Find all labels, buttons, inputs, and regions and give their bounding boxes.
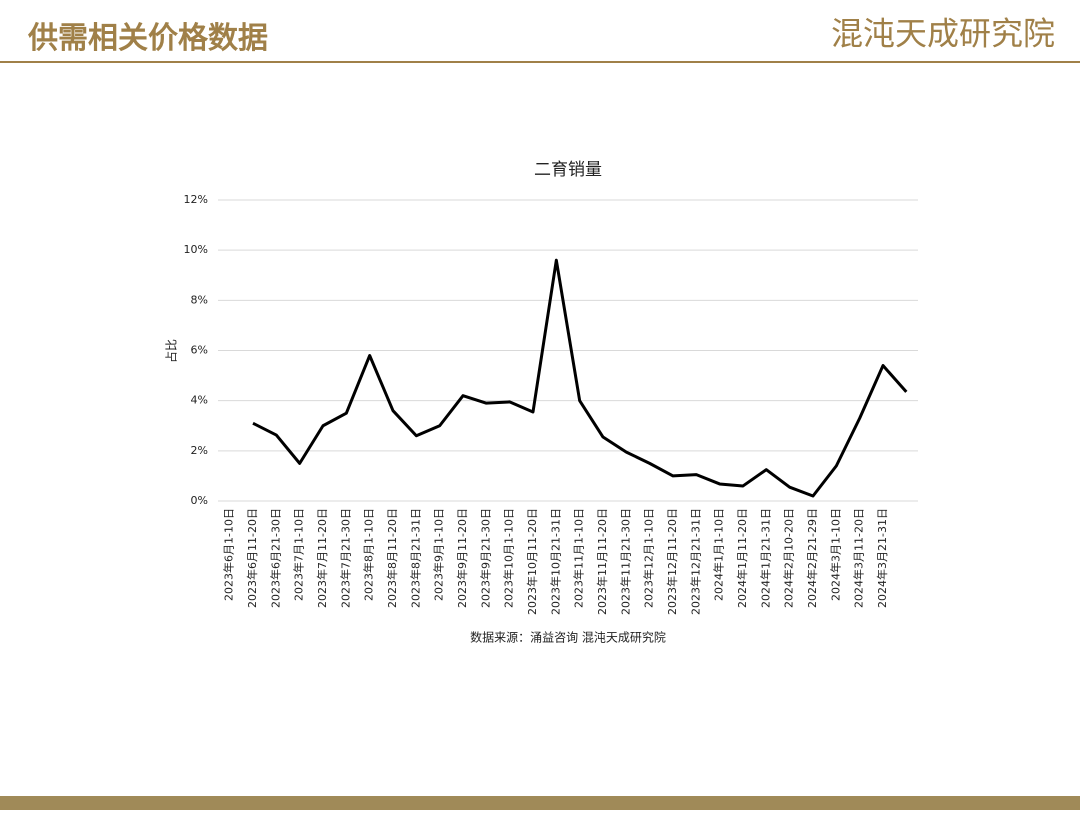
x-tick-label: 2024年3月21-31日 — [875, 508, 889, 608]
x-tick-label: 2023年9月1-10日 — [432, 508, 446, 601]
x-tick-label: 2023年7月1-10日 — [292, 508, 306, 601]
x-tick-label: 2023年9月11-20日 — [455, 508, 469, 608]
x-tick-label: 2023年8月11-20日 — [385, 508, 399, 608]
y-tick-label: 4% — [191, 394, 208, 407]
x-tick-label: 2024年2月10-20日 — [782, 508, 796, 608]
x-tick-label: 2023年7月11-20日 — [315, 508, 329, 608]
y-tick-label: 8% — [191, 293, 208, 306]
y-tick-label: 6% — [191, 344, 208, 357]
x-tick-label: 2023年6月21-30日 — [268, 508, 282, 608]
y-tick-label: 2% — [191, 444, 208, 457]
x-tick-label: 2023年11月1-10日 — [572, 508, 586, 608]
y-tick-label: 12% — [184, 193, 208, 206]
footer-bar — [0, 796, 1080, 810]
x-tick-label: 2024年2月21-29日 — [805, 508, 819, 608]
x-tick-label: 2024年1月1-10日 — [712, 508, 726, 601]
x-tick-label: 2023年11月21-30日 — [618, 508, 632, 615]
header-title: 供需相关价格数据 — [27, 21, 268, 56]
x-tick-label: 2023年6月1-10日 — [222, 508, 236, 601]
x-tick-label: 2024年1月21-31日 — [758, 508, 772, 608]
logo: 混沌天成研究院 — [831, 15, 1055, 53]
x-tick-label: 2023年11月11-20日 — [595, 508, 609, 615]
x-tick-label: 2023年8月1-10日 — [362, 508, 376, 601]
x-tick-label: 2023年12月21-31日 — [688, 508, 702, 615]
source: 数据来源：涌益咨询 混沌天成研究院 — [470, 630, 666, 645]
x-tick-label: 2024年1月11-20日 — [735, 508, 749, 608]
x-tick-label: 2023年10月21-31日 — [548, 508, 562, 615]
x-tick-label: 2023年12月1-10日 — [642, 508, 656, 608]
y-tick-label: 0% — [191, 494, 208, 507]
x-tick-label: 2023年9月21-30日 — [478, 508, 492, 608]
x-tick-label: 2023年12月11-20日 — [665, 508, 679, 615]
y-axis-label: 占比 — [164, 339, 179, 363]
x-tick-label: 2024年3月1-10日 — [828, 508, 842, 601]
x-tick-label: 2023年7月21-30日 — [338, 508, 352, 608]
x-tick-label: 2024年3月11-20日 — [852, 508, 866, 608]
y-tick-label: 10% — [184, 243, 208, 256]
line-series — [252, 258, 908, 498]
x-tick-label: 2023年6月11-20日 — [245, 508, 259, 608]
x-tick-label: 2023年10月1-10日 — [502, 508, 516, 608]
x-tick-label: 2023年8月21-31日 — [408, 508, 422, 608]
chart-title: 二育销量 — [534, 160, 602, 180]
x-tick-label: 2023年10月11-20日 — [525, 508, 539, 615]
